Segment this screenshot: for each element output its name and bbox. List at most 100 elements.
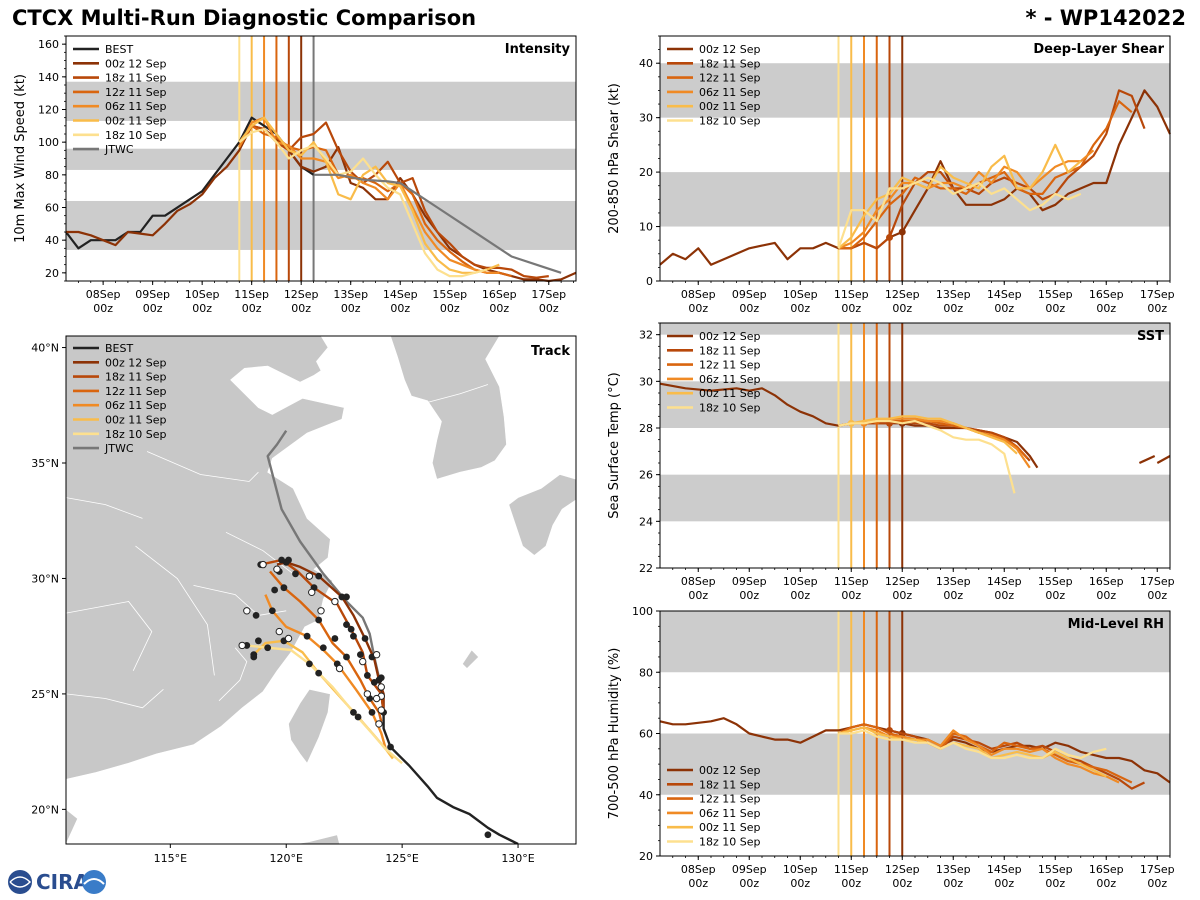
track-position-hollow [372,694,381,703]
legend-label: 00z 11 Sep [105,115,167,128]
sst-xtick-label: 00z [994,589,1014,602]
intensity-series-line [66,124,577,283]
track-position-hollow [317,607,325,615]
intensity-band [66,81,576,121]
intensity-xtick-label: 16Sep [482,288,517,301]
rh-ytick-label: 80 [639,666,653,679]
okinawa-land [462,649,480,669]
sst-xtick-label: 13Sep [936,575,971,588]
shear-band [660,63,1170,118]
track-position-hollow [305,572,314,580]
shear-series-line [837,176,1082,249]
track-panel: 115°E 120°E 125°E 130°E 20°N 25°N 30°N 35°N 40°N… [31,335,577,865]
rh-ytick-label: 40 [639,789,653,802]
legend-label: 18z 10 Sep [699,836,761,849]
legend-label: 18z 10 Sep [699,402,761,415]
sst-ytick-label: 24 [639,515,653,528]
track-position-dot [315,572,323,580]
intensity-xtick-label: 15Sep [432,288,467,301]
rh-xtick-label: 00z [790,877,810,890]
intensity-series-line [238,128,488,278]
legend-label: JTWC [104,442,134,455]
shear-xtick-label: 00z [1147,302,1167,315]
intensity-ytick-label: 20 [45,267,59,280]
intensity-series-line [313,173,562,274]
shear-xtick-label: 00z [1096,302,1116,315]
rh-xtick-label: 17Sep [1140,863,1175,876]
shear-xtick-label: 09Sep [732,288,767,301]
shear-xtick-label: 00z [790,302,810,315]
track-position-dot [343,621,350,629]
rh-xtick-label: 00z [943,877,963,890]
track-xtick-label: 115°E [154,852,187,865]
legend-label: 12z 11 Sep [105,385,167,398]
rh-title: Mid-Level RH [1068,617,1164,632]
rh-panel: 2040608010008Sep00z09Sep00z10Sep00z11Sep… [607,605,1175,890]
rh-ytick-label: 60 [639,728,653,741]
track-position-dot [252,612,260,619]
shear-xtick-label: 00z [841,302,861,315]
track-position-dot [255,637,262,645]
rh-ytick-label: 20 [639,850,653,863]
province-border [146,451,259,482]
rh-xtick-label: 00z [739,877,759,890]
rh-xtick-label: 09Sep [732,863,767,876]
sst-xtick-label: 15Sep [1038,575,1073,588]
rh-xtick-label: 00z [1147,877,1167,890]
track-position-dot [387,743,394,751]
intensity-xtick-label: 08Sep [86,288,121,301]
track-position-dot [343,593,350,601]
intensity-ytick-label: 80 [45,169,59,182]
rh-ytick-label: 100 [632,605,653,618]
intensity-panel: 2040608010012014016008Sep00z09Sep00z10Se… [13,35,577,315]
rh-xtick-label: 00z [688,877,708,890]
shear-xtick-label: 00z [943,302,963,315]
sst-ytick-label: 26 [639,469,653,482]
shear-series-dot [886,233,893,241]
track-map [66,336,576,844]
intensity-xtick-label: 00z [143,302,163,315]
track-position-hollow [259,560,267,569]
rh-xtick-label: 00z [892,877,912,890]
csu-seal-icon [82,870,106,894]
province-border [225,531,294,575]
province-border [135,545,215,676]
sst-xtick-label: 17Sep [1140,575,1175,588]
intensity-xtick-label: 00z [539,302,559,315]
shear-xtick-label: 15Sep [1038,288,1073,301]
intensity-xtick-label: 00z [242,302,262,315]
shear-xtick-label: 16Sep [1089,288,1124,301]
track-position-hollow [284,634,293,643]
legend-label: 12z 11 Sep [699,72,761,85]
legend-label: 00z 11 Sep [105,414,167,427]
legend-label: 18z 10 Sep [699,115,761,128]
legend-label: 00z 12 Sep [105,57,167,70]
track-position-dot [357,651,364,659]
track-position-hollow [363,690,372,698]
legend-label: 12z 11 Sep [699,359,761,372]
province-border [425,384,489,404]
sst-xtick-label: 09Sep [732,575,767,588]
shear-xtick-label: 12Sep [885,288,920,301]
intensity-xtick-label: 00z [440,302,460,315]
track-position-dot [278,556,285,564]
legend-label: 12z 11 Sep [105,86,167,99]
shear-xtick-label: 11Sep [834,288,869,301]
intensity-ytick-label: 60 [45,202,59,215]
track-position-hollow [372,650,381,659]
legend-label: 18z 11 Sep [699,57,761,70]
province-border [66,497,143,519]
shear-ytick-label: 30 [639,112,653,125]
track-position-hollow [238,641,246,650]
sst-panel: 22242628303208Sep00z09Sep00z10Sep00z11Se… [607,322,1175,602]
intensity-xtick-label: 11Sep [234,288,269,301]
sst-ytick-label: 28 [639,422,653,435]
sst-xtick-label: 00z [1096,589,1116,602]
sst-xtick-label: 16Sep [1089,575,1124,588]
legend-label: 06z 11 Sep [105,100,167,113]
hainan-land [66,809,78,844]
track-position-dot [363,672,371,679]
legend-label: 00z 12 Sep [699,43,761,56]
track-position-dot [250,653,258,661]
legend-label: 00z 12 Sep [699,764,761,777]
